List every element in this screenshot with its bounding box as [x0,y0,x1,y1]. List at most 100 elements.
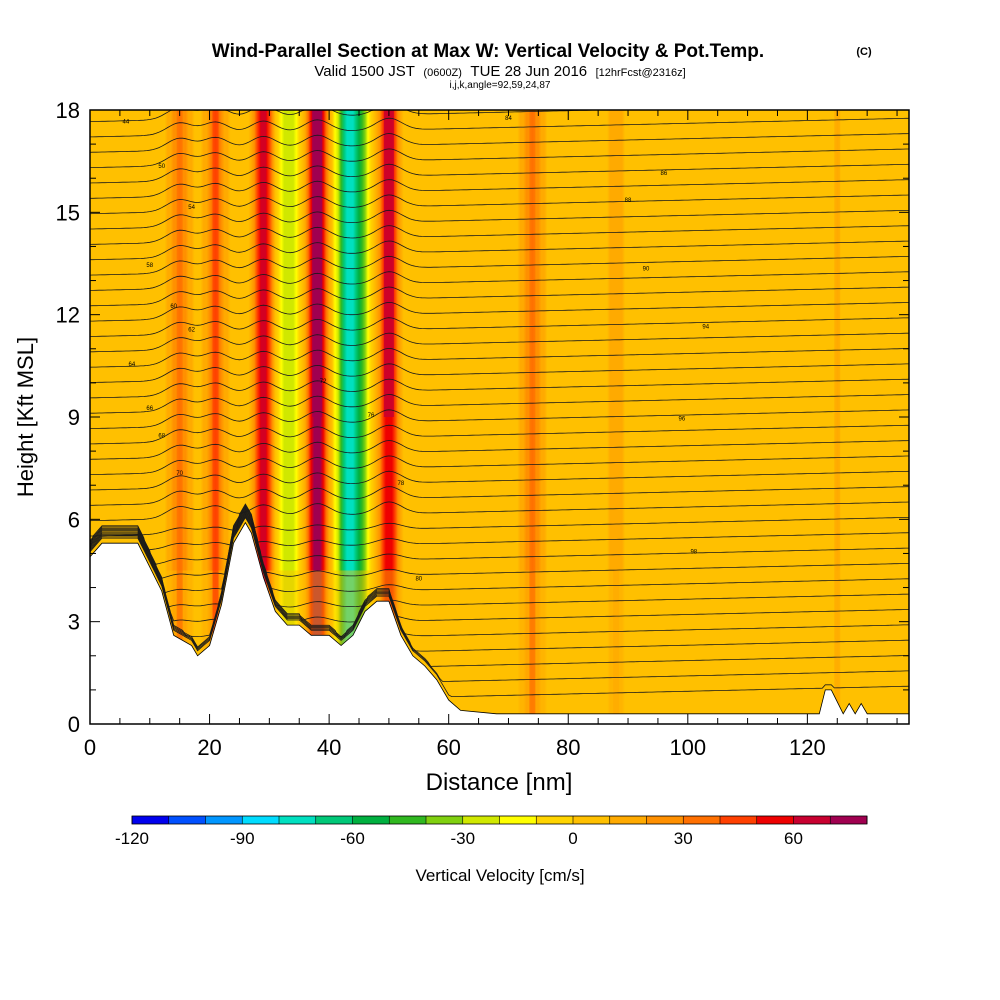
theta-contour-label: 90 [643,266,650,272]
theta-contour-line [90,163,909,184]
updraft-streak [260,110,267,724]
theta-contour-line [90,332,909,353]
y-tick-label: 15 [56,200,80,225]
colorbar-swatch [646,816,684,824]
x-tick-label: 120 [789,735,826,760]
theta-contour-line [90,394,909,414]
colorbar-swatch [205,816,243,824]
colorbar-tick-label: 60 [784,829,803,848]
theta-contour-label: 78 [398,481,405,487]
index-line: i,j,k,angle=92,59,24,87 [450,80,551,91]
theta-contour-line [90,179,909,199]
colorbar-swatch [720,816,758,824]
theta-contour-label: 68 [158,433,165,439]
theta-contour-label: 54 [188,205,195,211]
colorbar-tick-label: 0 [568,829,577,848]
theta-contour-line [90,133,909,153]
theta-contour-line [90,505,909,566]
y-tick-label: 18 [56,98,80,123]
x-tick-label: 40 [317,735,341,760]
colorbar-swatch [352,816,390,824]
theta-contour-line [90,363,909,383]
theta-contour-line [90,424,909,445]
colorbar-label: Vertical Velocity [cm/s] [415,866,584,885]
y-tick-label: 0 [68,712,80,737]
colorbar-tick-label: -60 [340,829,365,848]
theta-contour-label: 94 [702,324,709,330]
x-tick-label: 20 [197,735,221,760]
x-tick-label: 60 [436,735,460,760]
theta-contour-line [90,301,909,322]
subtitle-forecast: [12hrFcst@2316z] [596,67,686,79]
theta-contour-line [90,378,909,399]
theta-contour-line [90,440,909,460]
colorbar-swatch [426,816,464,824]
colorbar-tick-label: -120 [115,829,149,848]
y-tick-label: 12 [56,303,80,328]
terrain [90,521,909,724]
x-tick-label: 80 [556,735,580,760]
colorbar-swatch [793,816,831,824]
colorbar-swatch [756,816,794,824]
updraft-streak [529,110,536,724]
colorbar-tick-label: 30 [674,829,693,848]
theta-contour-label: 66 [146,406,153,412]
strong-updraft-core [383,110,394,417]
colorbar-swatch [683,816,721,824]
colorbar-swatch [830,816,868,824]
theta-contour-label: 72 [320,379,327,385]
theta-contour-line [90,501,909,522]
strong-updraft-core [312,110,323,417]
colorbar-tick-label: -30 [450,829,475,848]
theta-contour-line [90,286,909,307]
theta-contour-line [90,504,909,552]
plot-area: 44 50 54 58 60 62 64 66 68 70 72 76 78 80 84 86 88 90 94 96… [90,110,909,724]
x-tick-label: 0 [84,735,96,760]
subtitle-utc: (0600Z) [423,67,462,79]
colorbar-swatch [573,816,611,824]
theta-contour-label: 84 [505,116,512,122]
theta-contour-labels: 44 50 54 58 60 62 64 66 68 70 72 76 78 80 84 86 88 90 94 96… [123,116,710,583]
x-axis: 0 20 40 60 80 100 120 [84,110,898,760]
theta-contour-line [90,117,909,138]
colorbar-swatch [168,816,206,824]
theta-contour-line [90,347,909,368]
theta-contour-line [90,255,909,276]
theta-contour-line [90,194,909,215]
title-mark: (C) [856,46,872,58]
colorbar-swatch [536,816,574,824]
theta-contour-label: 96 [678,416,685,422]
colorbar-swatch [315,816,353,824]
theta-contour-label: 60 [170,304,177,310]
theta-contour-label: 64 [129,362,136,368]
updraft-streak [212,110,219,724]
subtitle-valid: Valid 1500 JST [314,63,415,80]
theta-contour-label: 44 [123,120,130,126]
colorbar-swatch [279,816,317,824]
theta-contour-label: 88 [625,198,632,204]
colorbar: -120 -90 -60 -30 0 30 60 [115,815,868,848]
theta-contour-line [90,507,909,580]
colorbar-swatch [242,816,280,824]
theta-contour-label: 98 [690,549,697,555]
theta-contour-line [90,503,909,537]
y-tick-label: 3 [68,610,80,635]
theta-contour-line [90,209,909,230]
colorbar-swatch [389,816,427,824]
theta-contour-label: 86 [661,171,668,177]
x-axis-label: Distance [nm] [426,769,573,796]
theta-contour-line [90,486,909,506]
theta-contour-line [90,148,909,168]
y-axis-label: Height [Kft MSL] [13,337,38,497]
y-tick-label: 6 [68,507,80,532]
theta-contour-line [90,409,909,429]
colorbar-tick-label: -90 [230,829,255,848]
theta-contour-label: 58 [146,263,153,269]
x-tick-label: 100 [669,735,706,760]
theta-contour-line [90,225,909,245]
theta-contour-line [90,470,909,491]
updraft-streak [834,110,841,724]
subtitle-date: TUE 28 Jun 2016 [470,63,587,80]
theta-contour-label: 76 [368,413,375,419]
